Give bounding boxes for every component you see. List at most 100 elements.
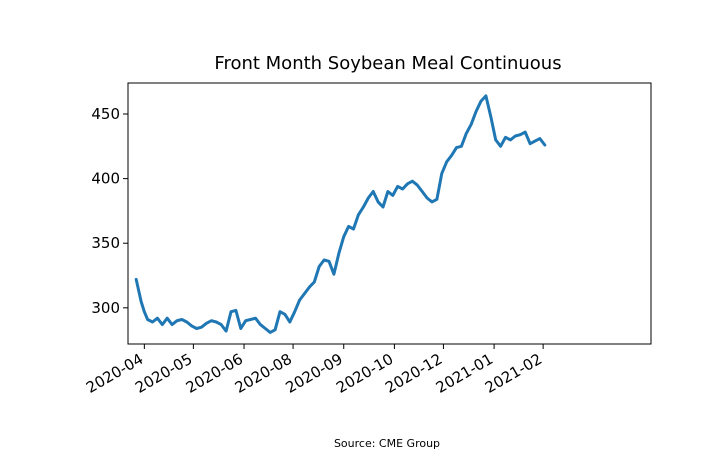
data-point	[392, 194, 394, 197]
data-point	[406, 183, 409, 185]
data-point	[269, 331, 272, 334]
data-point	[416, 184, 419, 186]
data-point	[298, 299, 301, 301]
data-point	[210, 319, 213, 322]
data-point	[308, 286, 311, 288]
data-point	[426, 197, 428, 199]
data-point	[195, 327, 198, 330]
data-point	[460, 145, 463, 148]
data-point	[465, 132, 468, 135]
data-point	[387, 190, 389, 193]
data-point	[544, 144, 546, 146]
data-point	[338, 252, 340, 255]
data-point	[303, 292, 306, 295]
data-point	[254, 317, 257, 320]
data-point	[401, 188, 404, 190]
data-point	[140, 300, 142, 303]
data-point	[220, 323, 222, 326]
data-point	[396, 185, 399, 188]
data-point	[166, 317, 168, 320]
data-point	[475, 110, 477, 113]
data-point	[504, 136, 507, 139]
data-point	[441, 172, 443, 175]
data-point	[215, 321, 218, 323]
data-point	[200, 326, 203, 329]
x-tick-label: 2021-02	[482, 350, 545, 397]
plot-area	[127, 82, 652, 345]
chart-title: Front Month Soybean Meal Continuous	[214, 53, 561, 74]
data-point	[146, 318, 149, 321]
x-tick-label: 2020-05	[132, 350, 195, 397]
data-point	[450, 154, 453, 157]
data-point	[161, 323, 164, 326]
data-point	[186, 321, 188, 323]
data-point	[205, 322, 208, 325]
data-point	[362, 206, 365, 208]
y-tick-label: 300	[91, 299, 120, 317]
data-point	[156, 317, 159, 320]
data-point	[377, 201, 379, 203]
data-point	[372, 190, 375, 193]
data-point	[367, 197, 370, 199]
data-point	[240, 327, 242, 330]
series-line	[134, 94, 547, 334]
data-point	[171, 323, 173, 326]
data-point	[274, 329, 276, 331]
x-tick-label: 2020-09	[282, 350, 345, 397]
data-point	[524, 131, 526, 133]
data-point	[333, 273, 335, 276]
data-point	[230, 310, 232, 313]
data-point	[225, 330, 227, 332]
data-point	[244, 319, 247, 322]
data-point	[411, 180, 414, 182]
data-point	[529, 142, 531, 145]
y-tick-label: 350	[91, 234, 120, 252]
data-point	[431, 201, 433, 203]
data-point	[455, 146, 458, 149]
data-point	[181, 318, 183, 321]
data-point	[490, 115, 492, 118]
y-axis: 300 350 400 450	[91, 105, 128, 317]
data-point	[382, 206, 384, 208]
data-point	[534, 140, 536, 142]
data-point	[539, 137, 541, 140]
data-point	[284, 313, 286, 316]
x-tick-label: 2020-08	[232, 350, 295, 397]
data-point	[264, 327, 267, 330]
data-point	[293, 310, 296, 313]
data-point	[176, 319, 178, 322]
data-point	[436, 198, 438, 201]
data-point	[352, 228, 355, 230]
data-point	[289, 321, 291, 323]
x-tick-label: 2020-12	[382, 350, 445, 397]
data-point	[421, 190, 424, 193]
data-point	[259, 323, 262, 326]
data-point	[509, 139, 512, 141]
data-point	[279, 310, 281, 313]
data-point	[143, 310, 146, 313]
data-point	[470, 123, 473, 126]
data-point	[135, 278, 137, 281]
data-point	[235, 309, 237, 312]
y-tick-label: 400	[91, 170, 120, 188]
data-point	[514, 135, 517, 137]
data-point	[318, 265, 321, 268]
data-point	[323, 259, 325, 261]
data-point	[313, 281, 316, 283]
data-point	[328, 260, 330, 263]
data-point	[357, 214, 360, 216]
data-point	[499, 145, 502, 148]
data-point	[151, 321, 154, 323]
data-point	[445, 161, 448, 163]
data-point	[249, 318, 252, 321]
source-note: Source: CME Group	[334, 437, 440, 450]
y-tick-label: 450	[91, 105, 120, 123]
data-point	[480, 100, 482, 102]
x-axis: 2020-042020-052020-062020-082020-092020-…	[83, 344, 545, 397]
data-point	[190, 325, 193, 327]
data-point	[519, 133, 522, 136]
data-point	[485, 95, 487, 97]
data-point	[342, 236, 345, 238]
data-point	[494, 139, 497, 141]
